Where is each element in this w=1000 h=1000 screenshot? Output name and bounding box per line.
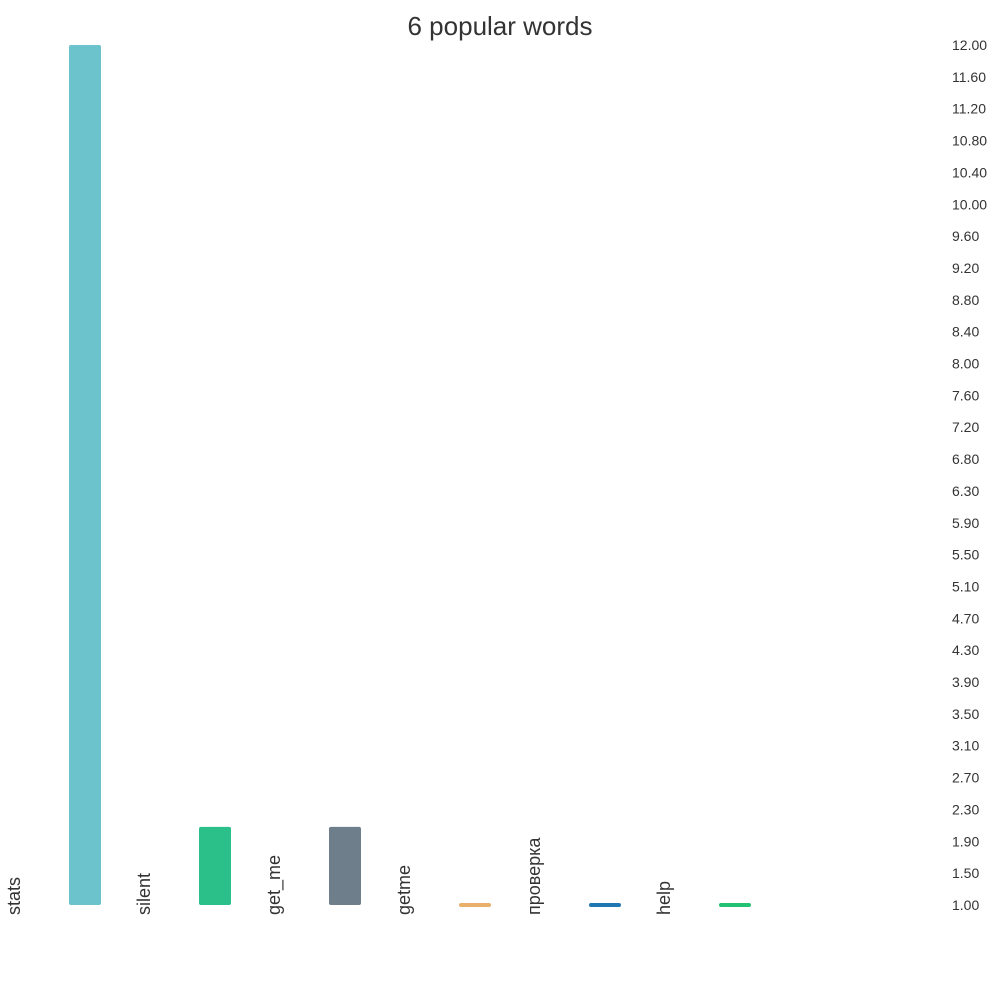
y-tick-label: 2.70 bbox=[952, 770, 979, 786]
y-tick-label: 5.90 bbox=[952, 515, 979, 531]
bar-3 bbox=[459, 903, 491, 907]
y-tick-label: 9.20 bbox=[952, 260, 979, 276]
y-tick-label: 4.30 bbox=[952, 642, 979, 658]
y-tick-label: 10.80 bbox=[952, 133, 987, 149]
y-tick-label: 6.30 bbox=[952, 483, 979, 499]
y-tick-label: 4.70 bbox=[952, 610, 979, 626]
y-tick-label: 9.60 bbox=[952, 228, 979, 244]
bar-5 bbox=[719, 903, 751, 907]
y-tick-label: 6.80 bbox=[952, 451, 979, 467]
y-tick-label: 3.10 bbox=[952, 738, 979, 754]
y-tick-label: 11.20 bbox=[952, 101, 986, 117]
y-tick-label: 7.60 bbox=[952, 387, 979, 403]
chart-title: 6 popular words bbox=[408, 11, 593, 41]
category-label: проверка bbox=[524, 837, 544, 915]
bars bbox=[69, 45, 751, 907]
y-tick-label: 3.90 bbox=[952, 674, 979, 690]
category-labels: stats silent get_me getme проверка help bbox=[4, 837, 674, 915]
y-tick-label: 1.50 bbox=[952, 865, 979, 881]
category-label: get_me bbox=[264, 855, 285, 915]
y-axis-ticks: 12.00 11.60 11.20 10.80 10.40 10.00 9.60 9.20 8.… bbox=[952, 37, 987, 913]
bar-4 bbox=[589, 903, 621, 907]
y-tick-label: 5.10 bbox=[952, 578, 979, 594]
bar-2 bbox=[329, 826, 361, 905]
y-tick-label: 8.40 bbox=[952, 324, 979, 340]
y-tick-label: 11.60 bbox=[952, 69, 986, 85]
category-label: help bbox=[654, 881, 674, 915]
y-tick-label: 1.90 bbox=[952, 833, 979, 849]
y-tick-label: 2.30 bbox=[952, 801, 979, 817]
y-tick-label: 10.40 bbox=[952, 164, 987, 180]
y-tick-label: 12.00 bbox=[952, 37, 987, 53]
category-label: getme bbox=[394, 865, 414, 915]
bar-1 bbox=[199, 826, 231, 905]
y-tick-label: 7.20 bbox=[952, 419, 979, 435]
y-tick-label: 3.50 bbox=[952, 706, 979, 722]
category-label: silent bbox=[134, 873, 154, 915]
y-tick-label: 8.00 bbox=[952, 356, 979, 372]
y-tick-label: 8.80 bbox=[952, 292, 979, 308]
category-label: stats bbox=[4, 877, 24, 915]
y-tick-label: 5.50 bbox=[952, 547, 979, 563]
y-tick-label: 1.00 bbox=[952, 897, 979, 913]
bar-0 bbox=[69, 45, 101, 905]
y-tick-label: 10.00 bbox=[952, 196, 987, 212]
